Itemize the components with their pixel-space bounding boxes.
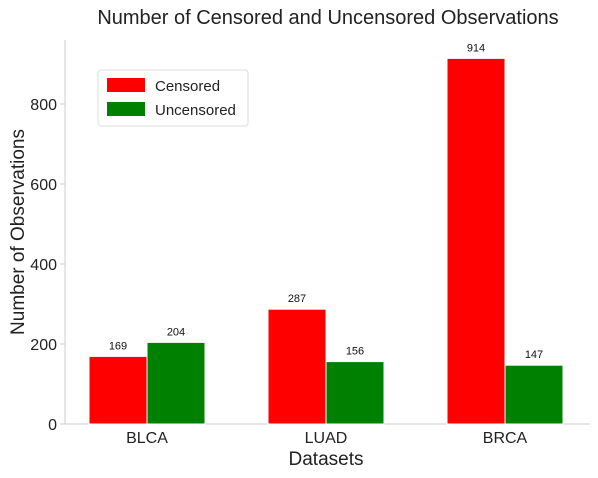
y-tick-label: 400 bbox=[30, 257, 57, 274]
bar-labels: 169 204 287 156 914 147 bbox=[109, 42, 543, 361]
y-tick-label: 0 bbox=[48, 417, 57, 434]
y-axis-title: Number of Observations bbox=[8, 129, 29, 335]
bar-uncensored-brca bbox=[504, 364, 564, 425]
y-ticks: 0 200 400 600 800 bbox=[30, 97, 65, 434]
x-ticks: BLCA LUAD BRCA bbox=[126, 430, 527, 447]
legend-swatch-uncensored bbox=[107, 102, 145, 116]
x-tick-label: LUAD bbox=[305, 430, 348, 447]
bar-censored-luad bbox=[267, 308, 327, 425]
chart-title: Number of Censored and Uncensored Observ… bbox=[97, 7, 558, 29]
bar-uncensored-blca bbox=[146, 341, 206, 425]
y-tick-label: 800 bbox=[30, 97, 57, 114]
y-tick-label: 600 bbox=[30, 177, 57, 194]
x-axis-title: Datasets bbox=[289, 449, 364, 470]
x-tick-label: BRCA bbox=[483, 430, 528, 447]
bar-value-label: 147 bbox=[525, 349, 543, 361]
bar-value-label: 156 bbox=[346, 346, 364, 358]
bar-value-label: 287 bbox=[288, 293, 306, 305]
y-tick-label: 200 bbox=[30, 337, 57, 354]
legend-label-uncensored: Uncensored bbox=[155, 102, 236, 119]
bar-censored-brca bbox=[446, 57, 506, 425]
bar-value-label: 169 bbox=[109, 340, 127, 352]
bars bbox=[88, 57, 564, 425]
legend-swatch-censored bbox=[107, 78, 145, 92]
bar-value-label: 204 bbox=[167, 326, 185, 338]
legend-label-censored: Censored bbox=[155, 78, 220, 95]
bar-value-label: 914 bbox=[467, 42, 485, 54]
legend: Censored Uncensored bbox=[97, 69, 249, 127]
bar-uncensored-luad bbox=[325, 361, 385, 425]
bar-censored-blca bbox=[88, 355, 148, 425]
legend-items: Censored Uncensored bbox=[107, 78, 236, 119]
x-tick-label: BLCA bbox=[126, 430, 168, 447]
